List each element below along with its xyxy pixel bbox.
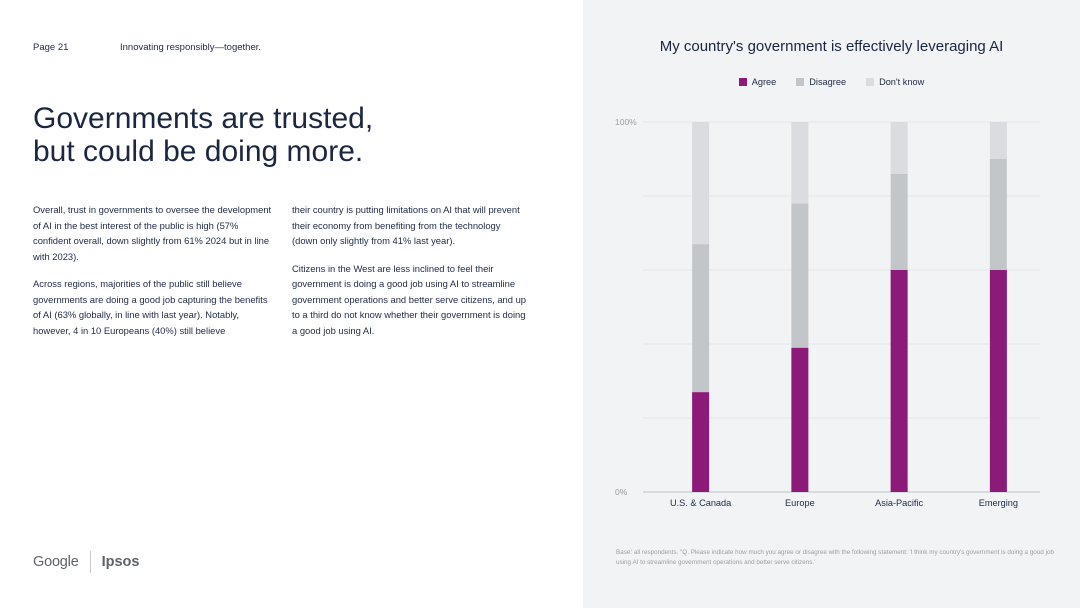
chart-title: My country's government is effectively l… <box>659 38 1004 55</box>
page-headline: Governments are trusted, but could be do… <box>33 102 453 168</box>
body-column-2: their country is putting limitations on … <box>292 202 528 350</box>
body-paragraph: Overall, trust in governments to oversee… <box>33 204 272 262</box>
x-category-label: U.S. & Canada <box>670 498 732 508</box>
bar-don-t-know-1 <box>692 122 710 245</box>
bar-agree-4 <box>989 270 1007 492</box>
logo-divider <box>89 551 91 573</box>
legend-label-disagree: Disagree <box>809 77 847 87</box>
google-logo: Google <box>33 554 79 570</box>
bar-disagree-2 <box>791 203 809 348</box>
header-subtitle: Innovating responsibly—together. <box>120 42 262 53</box>
bar-don-t-know-4 <box>989 122 1007 159</box>
legend-label-dont-know: Don't know <box>879 77 925 87</box>
x-category-label: Emerging <box>979 498 1018 508</box>
content-panel: Page 21 Innovating responsibly—together.… <box>33 42 528 574</box>
headline-line-2: but could be doing more. <box>33 135 364 168</box>
legend-item-disagree: Disagree <box>796 77 846 87</box>
bar-disagree-4 <box>989 159 1007 270</box>
legend-swatch-dont-know <box>866 78 875 86</box>
headline-line-1: Governments are trusted, <box>33 102 374 135</box>
chart-legend: Agree Disagree Don't know <box>583 77 1080 87</box>
base-footnote: Base: all respondents. "Q. Please indica… <box>616 549 1054 566</box>
bar-disagree-1 <box>692 244 710 393</box>
bar-don-t-know-3 <box>890 122 908 174</box>
bar-agree-1 <box>692 392 710 492</box>
body-paragraph: Across regions, majorities of the public… <box>33 278 268 336</box>
bar-agree-2 <box>791 347 809 492</box>
body-column-1: Overall, trust in governments to oversee… <box>33 202 273 350</box>
ipsos-logo: Ipsos <box>101 554 140 570</box>
bar-disagree-3 <box>890 173 908 270</box>
legend-item-agree: Agree <box>738 77 777 87</box>
legend-swatch-disagree <box>796 78 805 86</box>
legend-item-dont-know: Don't know <box>866 77 924 87</box>
y-tick-label: 0% <box>615 487 628 497</box>
y-tick-label: 100% <box>615 117 637 127</box>
page-number: Page 21 <box>33 42 69 53</box>
body-paragraph: their country is putting limitations on … <box>292 204 520 246</box>
legend-label-agree: Agree <box>751 77 777 87</box>
partner-logos: Google Ipsos <box>33 550 139 574</box>
x-category-label: Asia-Pacific <box>875 498 923 508</box>
legend-swatch-agree <box>738 78 747 86</box>
chart-panel: My country's government is effectively l… <box>583 0 1080 608</box>
bar-agree-3 <box>890 270 908 492</box>
x-category-label: Europe <box>785 498 815 508</box>
bar-don-t-know-2 <box>791 122 809 204</box>
stacked-bar-chart: 100%0%27%40%U.S. & Canada39%39%Europe60%… <box>615 117 1040 508</box>
body-paragraph: Citizens in the West are less inclined t… <box>292 262 526 336</box>
